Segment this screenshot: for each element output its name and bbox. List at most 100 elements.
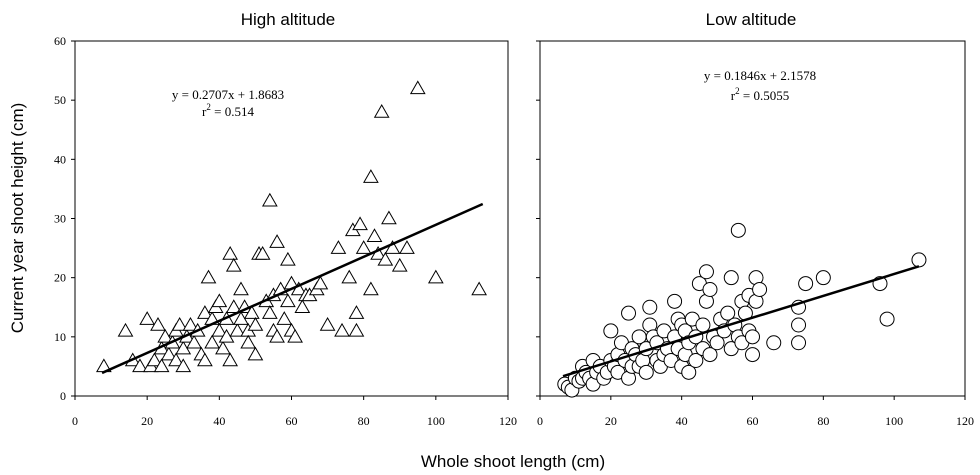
high-altitude-equation: y = 0.2707x + 1.8683 [172,87,284,102]
high-altitude-x-tick-label: 120 [499,414,517,428]
high-altitude-data-point [319,316,336,331]
high-altitude-data-point [348,305,365,319]
high-altitude-data-point [247,316,264,331]
high-altitude-data-point [247,346,264,361]
high-altitude-data-point [280,251,296,266]
low-altitude-r2: r2 = 0.5055 [731,86,789,103]
high-altitude-data-point [211,322,228,337]
high-altitude-data-point [352,216,368,231]
low-altitude-data-point [766,335,782,351]
high-altitude-data-point [168,352,184,367]
low-altitude-data-point [911,252,927,268]
high-altitude-data-point [341,269,358,284]
low-altitude-panel: Low altitude 0 20 40 60 80 100 120 y = 0.1846x… [536,10,974,428]
high-altitude-y-tick-label: 50 [54,93,66,107]
high-altitude-data-point [373,103,390,118]
high-altitude-data-point [117,322,134,337]
high-altitude-data-point [175,358,192,373]
low-altitude-data-point [798,276,814,292]
high-altitude-data-point [225,299,242,313]
high-altitude-x-tick-label: 100 [427,414,445,428]
low-altitude-x-tick-label: 100 [885,414,903,428]
low-altitude-data-point [720,305,736,321]
low-altitude-axes: 0 20 40 60 80 100 120 [536,40,974,428]
low-altitude-x-tick-label: 20 [605,414,617,428]
x-axis-label: Whole shoot length (cm) [421,452,605,471]
high-altitude-x-tick-label: 20 [141,414,153,428]
high-altitude-data-point [254,245,271,260]
low-altitude-x-tick-label: 60 [747,414,759,428]
low-altitude-title: Low altitude [706,10,797,29]
low-altitude-data-point [745,329,760,345]
high-altitude-data-point [150,316,166,331]
high-altitude-data-point [233,281,249,296]
low-altitude-data-point [695,317,711,333]
low-altitude-data-point [621,305,637,321]
high-altitude-data-point [146,352,163,367]
high-altitude-data-point [391,257,408,272]
high-altitude-data-point [132,358,148,373]
low-altitude-data-point [603,323,619,339]
high-altitude-data-point [290,281,307,296]
low-altitude-data-point [791,335,807,351]
low-altitude-data-point [698,264,714,280]
high-altitude-data-point [153,358,170,373]
low-altitude-data-point [730,222,746,238]
high-altitude-data-point [182,316,199,331]
high-altitude-data-point [229,322,246,337]
high-altitude-data-point [215,340,231,355]
high-altitude-data-point [427,269,444,284]
high-altitude-axes: 0 20 40 60 80 100 120 0 10 20 30 40 50 60 [54,34,517,428]
high-altitude-data-point [197,352,213,367]
high-altitude-data-point [204,334,220,349]
low-altitude-data-point [709,335,725,351]
high-altitude-data-point [330,240,347,254]
high-altitude-data-point [366,228,383,242]
high-altitude-data-point [294,299,311,313]
low-altitude-data-point [745,347,760,363]
high-altitude-title: High altitude [241,10,336,29]
high-altitude-data-point [243,305,260,319]
low-altitude-equation: y = 0.1846x + 2.1578 [704,68,816,83]
high-altitude-x-tick-label: 60 [286,414,298,428]
low-altitude-data-point [815,270,831,286]
low-altitude-data-point [791,317,807,333]
high-altitude-frame [74,40,509,397]
high-altitude-data-point [139,311,156,325]
high-altitude-data-point [363,281,379,296]
high-altitude-data-point [381,210,397,225]
high-altitude-data-point [222,245,239,260]
high-altitude-x-tick-label: 80 [358,414,370,428]
high-altitude-data-point [222,352,239,367]
high-altitude-y-tick-label: 0 [60,389,66,403]
high-altitude-data-point [200,269,217,284]
high-altitude-data-point [261,305,278,319]
high-altitude-data-point [225,257,242,272]
low-altitude-data-point [681,364,697,380]
high-altitude-data-point [377,251,394,266]
y-axis-label: Current year shoot height (cm) [8,103,27,334]
high-altitude-data-point [363,169,379,183]
high-altitude-data-point [471,281,487,296]
high-altitude-r2: r2 = 0.514 [202,102,254,119]
high-altitude-data-point [211,293,228,308]
high-altitude-y-tick-label: 30 [54,212,66,226]
high-altitude-data-point [276,311,293,325]
high-altitude-panel: High altitude 0 20 40 60 80 100 120 0 10 20 30 40 50… [54,10,517,428]
low-altitude-data-point [638,364,654,380]
high-altitude-y-tick-label: 60 [54,34,66,48]
high-altitude-data-point [186,334,202,349]
low-altitude-data-point [702,282,718,297]
low-altitude-x-tick-label: 80 [817,414,829,428]
low-altitude-data-point [688,353,704,368]
high-altitude-x-tick-label: 0 [72,414,78,428]
high-altitude-points [96,80,487,373]
low-altitude-data-point [642,299,658,315]
low-altitude-data-point [752,282,768,297]
high-altitude-y-tick-label: 40 [54,152,66,166]
low-altitude-x-tick-label: 0 [537,414,543,428]
high-altitude-x-tick-label: 40 [213,414,225,428]
high-altitude-data-point [384,240,401,254]
high-altitude-y-tick-label: 10 [54,330,66,344]
